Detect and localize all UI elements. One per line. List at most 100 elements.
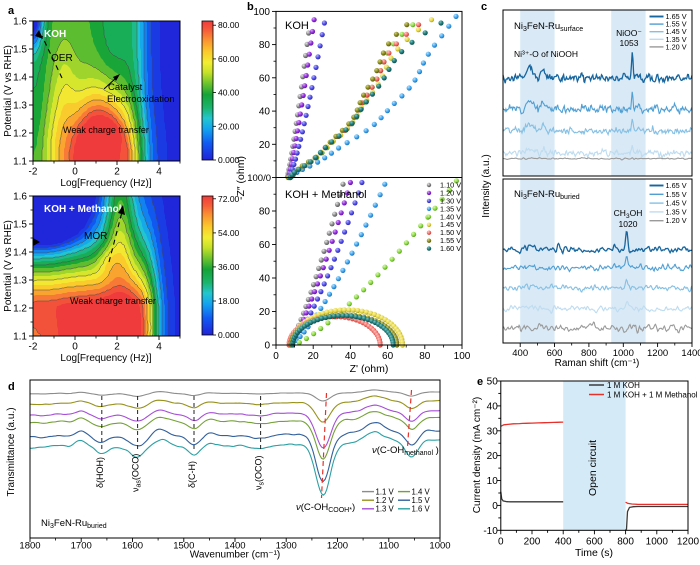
svg-text:Wavenumber (cm⁻¹): Wavenumber (cm⁻¹) xyxy=(190,550,280,561)
svg-text:MOR: MOR xyxy=(84,231,107,242)
svg-text:100: 100 xyxy=(253,7,270,18)
svg-text:100/0: 100/0 xyxy=(247,173,271,184)
svg-text:e: e xyxy=(477,376,483,388)
svg-text:-10: -10 xyxy=(483,526,498,537)
svg-text:Potential (V vs RHE): Potential (V vs RHE) xyxy=(3,220,14,312)
svg-text:1 M KOH: 1 M KOH xyxy=(607,381,640,390)
svg-text:60: 60 xyxy=(259,240,271,251)
svg-text:1.55 V: 1.55 V xyxy=(666,20,687,29)
svg-text:1700: 1700 xyxy=(71,541,92,552)
svg-text:20: 20 xyxy=(487,451,499,462)
svg-text:Current density (mA cm⁻²): Current density (mA cm⁻²) xyxy=(472,397,483,513)
svg-text:1200: 1200 xyxy=(647,348,668,359)
svg-text:800: 800 xyxy=(617,536,634,547)
svg-text:20.00: 20.00 xyxy=(218,121,240,131)
svg-text:1.45 V: 1.45 V xyxy=(440,220,461,229)
svg-text:4: 4 xyxy=(156,167,162,178)
svg-text:2: 2 xyxy=(114,342,120,353)
svg-text:-Z″ (ohm): -Z″ (ohm) xyxy=(235,156,247,200)
svg-text:Catalyst: Catalyst xyxy=(108,82,143,93)
svg-text:b: b xyxy=(247,1,254,13)
svg-text:Electrooxidation: Electrooxidation xyxy=(107,94,175,105)
svg-text:d: d xyxy=(8,381,15,393)
svg-text:80: 80 xyxy=(259,40,271,51)
svg-text:1.3 V: 1.3 V xyxy=(376,505,395,514)
svg-text:1800: 1800 xyxy=(19,541,40,552)
svg-text:54.00: 54.00 xyxy=(218,228,240,238)
svg-text:Raman shift (cm⁻¹): Raman shift (cm⁻¹) xyxy=(555,358,640,369)
svg-text:0: 0 xyxy=(72,167,78,178)
svg-text:1.5: 1.5 xyxy=(13,220,27,231)
svg-text:KOH + Methanol: KOH + Methanol xyxy=(44,204,122,215)
svg-text:72.00: 72.00 xyxy=(218,194,240,204)
svg-text:1.20 V: 1.20 V xyxy=(440,188,461,197)
svg-text:20: 20 xyxy=(259,140,271,151)
svg-text:Log[Frequency (Hz)]: Log[Frequency (Hz)] xyxy=(60,178,151,189)
svg-text:1.4: 1.4 xyxy=(13,73,27,84)
svg-text:0: 0 xyxy=(492,501,498,512)
svg-text:1400: 1400 xyxy=(681,348,700,359)
svg-text:40.00: 40.00 xyxy=(218,88,240,98)
svg-text:1.35 V: 1.35 V xyxy=(666,207,687,216)
svg-text:1300: 1300 xyxy=(276,541,297,552)
svg-text:Z' (ohm): Z' (ohm) xyxy=(350,363,389,375)
svg-text:0.000: 0.000 xyxy=(218,155,240,165)
svg-text:600: 600 xyxy=(547,348,563,359)
svg-text:1020: 1020 xyxy=(619,219,638,229)
svg-text:1.55 V: 1.55 V xyxy=(440,236,461,245)
svg-text:Ni³⁺-O of NiOOH: Ni³⁺-O of NiOOH xyxy=(514,49,578,59)
svg-text:νs(OCO): νs(OCO) xyxy=(254,456,266,491)
svg-text:1.4 V: 1.4 V xyxy=(412,487,431,496)
svg-text:1.60 V: 1.60 V xyxy=(440,244,461,253)
svg-text:c: c xyxy=(481,1,487,13)
svg-text:1.4: 1.4 xyxy=(13,248,27,259)
svg-text:80: 80 xyxy=(419,351,431,362)
svg-text:40: 40 xyxy=(345,351,357,362)
svg-text:1053: 1053 xyxy=(620,38,639,48)
svg-text:OER: OER xyxy=(51,53,73,64)
svg-text:200: 200 xyxy=(524,536,541,547)
svg-text:60: 60 xyxy=(382,351,394,362)
svg-text:-2: -2 xyxy=(29,167,38,178)
svg-text:1.20 V: 1.20 V xyxy=(666,216,687,225)
svg-text:KOH + Methanol: KOH + Methanol xyxy=(285,189,367,201)
svg-text:40: 40 xyxy=(259,274,271,285)
svg-text:400: 400 xyxy=(512,348,528,359)
svg-text:10: 10 xyxy=(487,476,499,487)
svg-text:20: 20 xyxy=(308,351,320,362)
svg-text:1.2: 1.2 xyxy=(13,304,27,315)
svg-text:1.1 V: 1.1 V xyxy=(376,487,395,496)
svg-text:Log[Frequency (Hz)]: Log[Frequency (Hz)] xyxy=(60,353,151,364)
svg-text:1.6: 1.6 xyxy=(13,17,27,28)
svg-text:Open circuit: Open circuit xyxy=(587,440,599,496)
svg-text:36.00: 36.00 xyxy=(218,262,240,272)
svg-text:1.55 V: 1.55 V xyxy=(666,190,687,199)
svg-text:1200: 1200 xyxy=(327,541,348,552)
svg-text:20: 20 xyxy=(259,307,271,318)
svg-text:1.10 V: 1.10 V xyxy=(440,181,461,190)
svg-text:1.50 V: 1.50 V xyxy=(440,228,461,237)
svg-text:1.2: 1.2 xyxy=(13,129,27,140)
svg-text:CH3OH: CH3OH xyxy=(614,208,643,220)
svg-text:1.35 V: 1.35 V xyxy=(666,35,687,44)
svg-text:0.000: 0.000 xyxy=(218,330,240,340)
svg-text:40: 40 xyxy=(259,107,271,118)
svg-text:0: 0 xyxy=(264,341,270,352)
svg-text:1.1: 1.1 xyxy=(13,332,27,343)
svg-text:1.30 V: 1.30 V xyxy=(440,196,461,205)
svg-text:1400: 1400 xyxy=(224,541,245,552)
svg-text:50: 50 xyxy=(487,377,499,388)
svg-text:1.1: 1.1 xyxy=(13,157,27,168)
svg-text:400: 400 xyxy=(555,536,572,547)
svg-text:Time (s): Time (s) xyxy=(575,547,613,559)
svg-text:2: 2 xyxy=(114,167,120,178)
svg-text:1.65 V: 1.65 V xyxy=(666,181,687,190)
svg-text:1.35 V: 1.35 V xyxy=(440,204,461,213)
svg-text:1.45 V: 1.45 V xyxy=(666,199,687,208)
svg-text:1600: 1600 xyxy=(122,541,143,552)
svg-text:1000: 1000 xyxy=(613,348,634,359)
svg-text:Transmittance (a.u.): Transmittance (a.u.) xyxy=(6,407,17,496)
svg-text:0: 0 xyxy=(273,351,279,362)
svg-text:1.6 V: 1.6 V xyxy=(412,505,431,514)
svg-text:1.5: 1.5 xyxy=(13,45,27,56)
